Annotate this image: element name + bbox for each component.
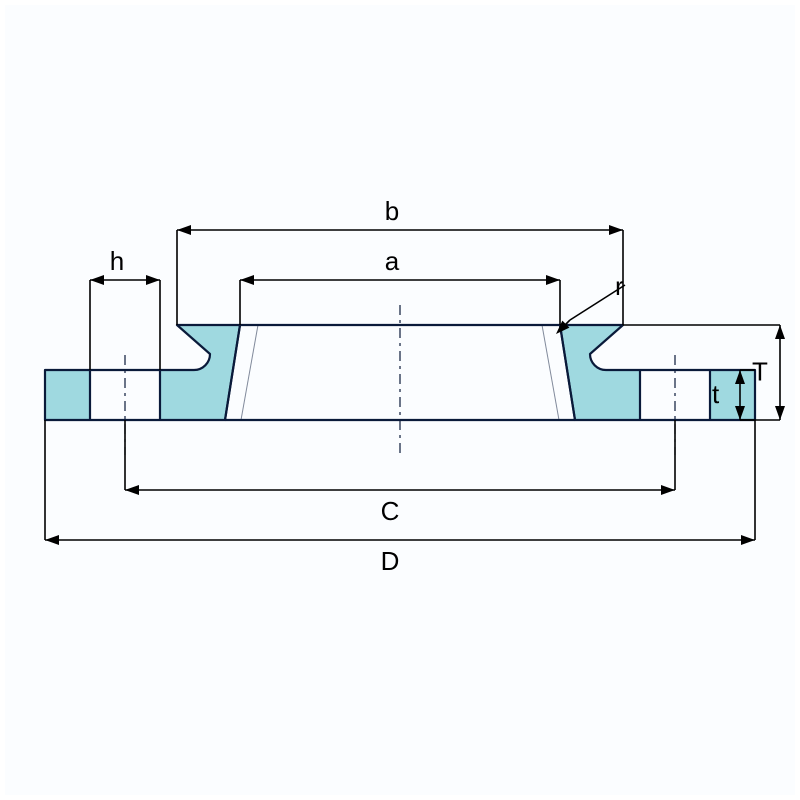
dim-b-label: b	[385, 196, 399, 226]
dim-h-label: h	[110, 246, 124, 276]
dim-r-label: r	[615, 271, 624, 301]
dim-T-label: T	[752, 357, 768, 387]
dim-a-label: a	[385, 246, 400, 276]
dim-D-label: D	[381, 546, 400, 576]
flange-cross-section-diagram: ba h CDt Tr	[0, 0, 800, 800]
dim-C-label: C	[381, 496, 400, 526]
dim-t-label: t	[712, 379, 720, 409]
